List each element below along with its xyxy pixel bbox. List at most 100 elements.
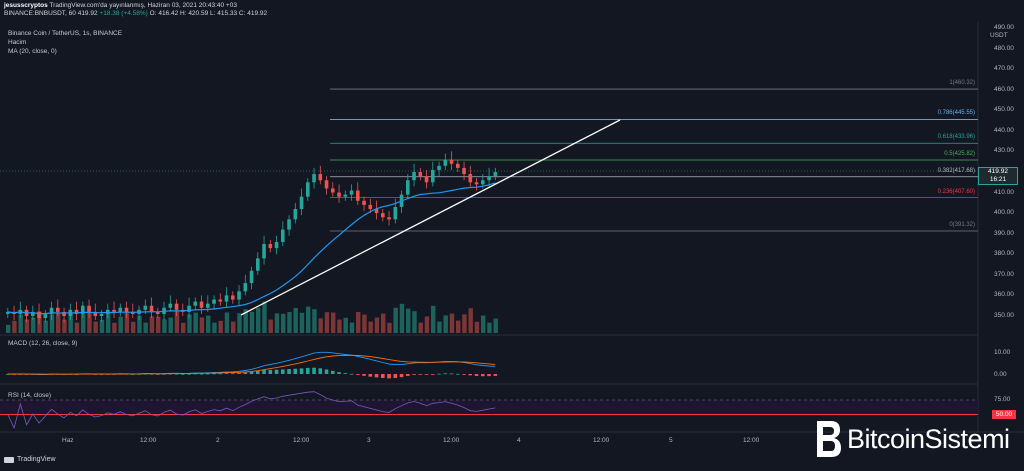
candle [124, 307, 129, 312]
volume-bar [349, 322, 355, 333]
volume-bar [431, 305, 436, 333]
candle [31, 311, 35, 316]
candle [43, 313, 48, 319]
macd-histogram-bar [162, 373, 166, 375]
macd-title: MACD (12, 26, close, 9) [8, 340, 78, 347]
time-tick: 12:00 [593, 437, 610, 444]
price-tick: 440.00 [994, 126, 1014, 134]
candle [306, 182, 310, 197]
candle [262, 244, 266, 259]
macd-histogram-bar [218, 373, 223, 375]
volume-bar [112, 322, 117, 333]
candle [299, 196, 304, 210]
volume-bar [487, 322, 492, 333]
volume-bar [468, 308, 473, 333]
time-tick: 12:00 [140, 437, 157, 444]
volume-bar [449, 313, 455, 333]
volume-bar [293, 308, 298, 333]
candle [462, 167, 466, 175]
volume-bar [387, 322, 392, 333]
candle [368, 204, 373, 210]
candle [412, 172, 416, 181]
chart-legend: Binance Coin / TetherUS, 1s, BINANCE Hac… [8, 29, 122, 56]
candle [356, 190, 360, 201]
fib-retracement[interactable] [330, 88, 978, 232]
volume-bar [381, 313, 386, 333]
candle [243, 283, 248, 292]
price-tick: 350.00 [994, 312, 1014, 319]
macd-histogram-bar [468, 374, 473, 376]
time-tick: 12:00 [743, 437, 760, 444]
trend-line[interactable] [240, 119, 621, 316]
macd-histogram-bar [431, 374, 435, 375]
fib-label: 0.236(407.60) [937, 188, 975, 195]
macd-histogram-bar [343, 373, 348, 374]
tradingview-text: TradingView [17, 456, 56, 463]
tradingview-icon [4, 456, 14, 463]
volume-bar [362, 314, 367, 333]
candle [193, 301, 198, 306]
candle [149, 305, 154, 312]
price-tick: 430.00 [994, 147, 1014, 155]
candle [87, 305, 91, 312]
macd-histogram-bar [399, 374, 404, 378]
candle [318, 174, 323, 181]
tradingview-logo[interactable]: TradingView [4, 456, 56, 463]
volume-bar [474, 321, 480, 333]
price-tick: 360.00 [994, 291, 1014, 299]
candle [218, 299, 223, 302]
candle [231, 295, 235, 300]
volume-bar [331, 312, 336, 333]
candle [456, 163, 460, 168]
macd-histogram-bar [393, 374, 398, 379]
macd-histogram-bar [493, 374, 498, 376]
macd-histogram-bar [237, 373, 241, 374]
candle [487, 176, 491, 181]
macd-histogram-bar [212, 373, 216, 375]
volume-bar [418, 322, 423, 333]
legend-ma: MA (20, close, 0) [8, 48, 57, 55]
volume-bar [87, 312, 92, 333]
legend-volume: Hacim [8, 39, 27, 46]
volume-bar [456, 320, 461, 333]
time-tick: 4 [517, 437, 521, 444]
candle [393, 206, 398, 220]
volume-bar [181, 322, 186, 333]
candle [431, 169, 435, 183]
candles [6, 151, 498, 325]
macd-histogram-bar [224, 373, 229, 374]
candle [287, 219, 291, 230]
candle [249, 270, 254, 284]
rsi-band [0, 400, 978, 416]
volume-bar [81, 314, 86, 333]
price-tick: 470.00 [994, 65, 1014, 73]
author-name[interactable]: jesusscryptos [4, 2, 48, 9]
macd-histogram-bar [231, 373, 235, 375]
candle [406, 180, 410, 195]
volume-bar [224, 312, 230, 333]
candle [62, 311, 66, 316]
macd-histogram-bar [193, 373, 198, 375]
price-tick: 410.00 [994, 188, 1014, 196]
rsi-tick: 75.00 [994, 396, 1011, 403]
current-price-value: 419.92 [988, 168, 1008, 175]
volume-bar [149, 316, 155, 333]
fib-label: 0.786(445.55) [937, 110, 975, 117]
watermark-text: BitcoinSistemi [847, 423, 1010, 454]
volume-bar [162, 319, 167, 333]
candle [449, 159, 454, 164]
candle [99, 313, 104, 316]
macd-histogram-bar [181, 373, 185, 375]
ma-line [7, 182, 496, 315]
volume-bar [318, 318, 323, 333]
volume-bar [243, 309, 248, 333]
volume-bar [68, 313, 73, 333]
candle [187, 305, 191, 312]
macd-histogram-bar [356, 374, 360, 375]
fib-label: 0.382(417.68) [937, 167, 975, 174]
candle [468, 174, 473, 183]
volume-bar [374, 317, 380, 333]
volume-bar [18, 314, 23, 333]
candle [81, 305, 85, 314]
